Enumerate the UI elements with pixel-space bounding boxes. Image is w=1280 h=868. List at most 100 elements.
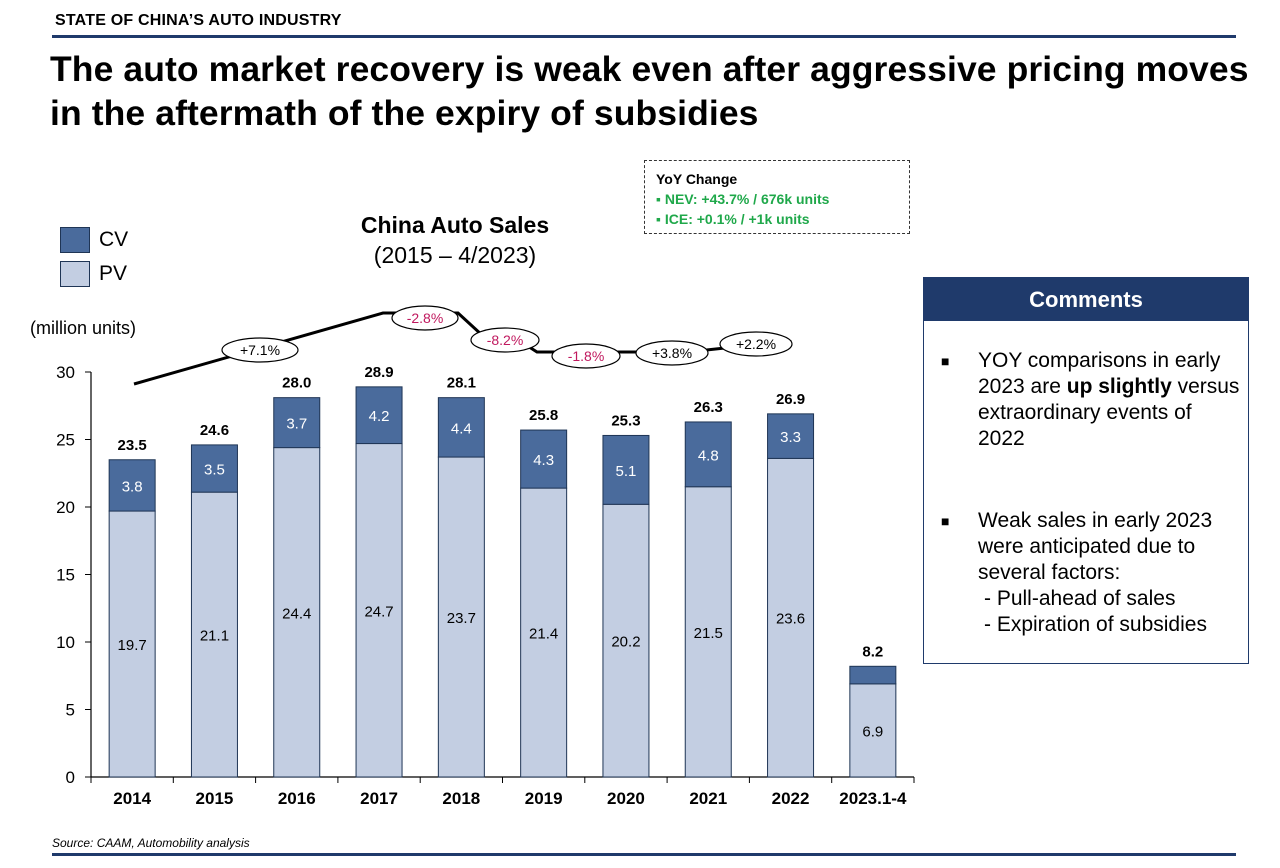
pv-value-label: 24.7 [364,603,393,620]
yoy-box-title: YoY Change [656,171,738,187]
y-tick-label: 20 [56,498,75,517]
total-label: 24.6 [200,422,229,439]
cv-value-label: 3.3 [780,429,801,446]
total-label: 25.3 [611,412,640,429]
yoy-oval [719,331,793,357]
yoy-nev-text: NEV: +43.7% / 676k units [664,191,830,207]
comments-panel: Comments ■ YOY comparisons in early 2023… [923,277,1249,664]
bar-pv [520,487,568,778]
x-tick-label: 2018 [442,789,480,808]
comment-1-part-c: versus extraordinary events of 2022 [978,375,1240,450]
yoy-oval [391,305,459,331]
cv-value-label: 3.5 [204,462,225,479]
cv-value-label: 3.8 [122,478,143,495]
yoy-oval [551,343,621,369]
cv-value-label: 5.1 [616,463,637,480]
bottom-rule [52,853,1236,856]
yoy-ice-line: ▪ ICE: +0.1% / +1k units [656,211,810,227]
source-note: Source: CAAM, Automobility analysis [52,836,250,850]
pv-value-label: 6.9 [862,723,883,740]
bar-cv [437,397,485,458]
total-label: 28.9 [364,364,393,381]
x-tick-label: 2023.1-4 [839,789,907,808]
bar-cv [849,665,897,685]
yoy-change-label: +2.2% [736,336,776,352]
comment-2-sub-1: - Pull-ahead of sales [984,587,1176,610]
yoy-oval [470,327,540,353]
total-label: 8.2 [862,643,883,660]
bullet-icon: ■ [941,513,950,529]
legend-label-cv: CV [99,228,129,251]
bar-cv [355,386,403,445]
chart-title: China Auto Sales [360,212,550,238]
yoy-trend-line: +7.1% -2.8% -8.2% -1.8% +3.8% +2.2% [133,305,793,386]
comment-2-sub-2: - Expiration of subsidies [984,613,1207,636]
y-tick-label: 30 [56,363,75,382]
pv-value-label: 20.2 [611,634,640,651]
total-label: 23.5 [118,437,147,454]
comment-text-1: YOY comparisons in early 2023 are up sli… [978,348,1243,452]
legend-item-pv: PV [60,257,128,291]
bar-pv [437,456,485,778]
comment-text-2: Weak sales in early 2023 were anticipate… [978,508,1243,638]
total-label: 28.1 [447,375,476,392]
bar-cv [684,421,732,488]
cv-value-label: 4.3 [533,452,554,469]
bullet-icon: ■ [941,353,950,369]
bar-cv [520,429,568,489]
yoy-change-label: -8.2% [487,332,524,348]
bar-pv [273,447,321,778]
y-tick-label: 15 [56,566,75,585]
total-label: 26.9 [776,391,805,408]
bar-pv [767,457,815,778]
bar-cv [190,444,238,493]
x-tick-label: 2014 [113,789,151,808]
yoy-change-box: YoY Change ▪ NEV: +43.7% / 676k units ▪ … [644,160,910,234]
bar-pv [849,683,897,778]
chart-bars [108,386,897,778]
yoy-nev-line: ▪ NEV: +43.7% / 676k units [656,191,830,207]
y-axis-unit-label: (million units) [30,318,137,338]
total-label: 28.0 [282,375,311,392]
legend-item-cv: CV [60,223,128,257]
comment-1-part-a: YOY comparisons in early 2023 are [978,349,1221,398]
bar-cv [108,459,156,512]
cv-value-label: 4.8 [698,447,719,464]
yoy-change-label: -2.8% [407,310,444,326]
pv-value-label: 21.4 [529,626,558,643]
section-kicker: STATE OF CHINA’S AUTO INDUSTRY [55,12,342,29]
pv-value-label: 21.5 [694,625,723,642]
cv-value-label: 4.4 [451,420,472,437]
pv-value-label: 23.6 [776,611,805,628]
x-tick-label: 2020 [607,789,645,808]
x-tick-label: 2016 [278,789,316,808]
chart-legend: CV PV [60,223,128,291]
pv-value-label: 24.4 [282,605,311,622]
cv-value-label: 3.7 [286,416,307,433]
bar-pv [108,510,156,778]
bar-cv [602,434,650,505]
pv-value-label: 19.7 [118,637,147,654]
y-tick-label: 0 [66,768,75,787]
bar-pv [684,486,732,778]
pv-value-label: 21.1 [200,628,229,645]
yoy-change-label: +3.8% [652,345,692,361]
comment-1-emphasis: up slightly [1066,375,1172,398]
chart-title-block: China Auto Sales (2015 – 4/2023) [300,210,610,270]
comment-2-main: Weak sales in early 2023 were anticipate… [978,509,1213,584]
x-tick-label: 2022 [772,789,810,808]
legend-label-pv: PV [99,262,128,285]
legend-swatch-pv [60,261,90,287]
x-tick-label: 2017 [360,789,398,808]
chart-subtitle: (2015 – 4/2023) [373,242,537,268]
y-tick-label: 5 [66,701,75,720]
comments-title: Comments [924,278,1248,321]
page-headline: The auto market recovery is weak even af… [50,49,1249,133]
x-tick-label: 2015 [196,789,234,808]
yoy-oval [221,337,299,363]
chart-labels: 2014 23.5 19.7 3.8 2015 24.6 21.1 3.5 2016 28.0 24… [113,364,907,808]
y-tick-label: 10 [56,633,75,652]
cv-value-label: 4.2 [369,408,390,425]
yoy-change-label: -1.8% [568,348,605,364]
